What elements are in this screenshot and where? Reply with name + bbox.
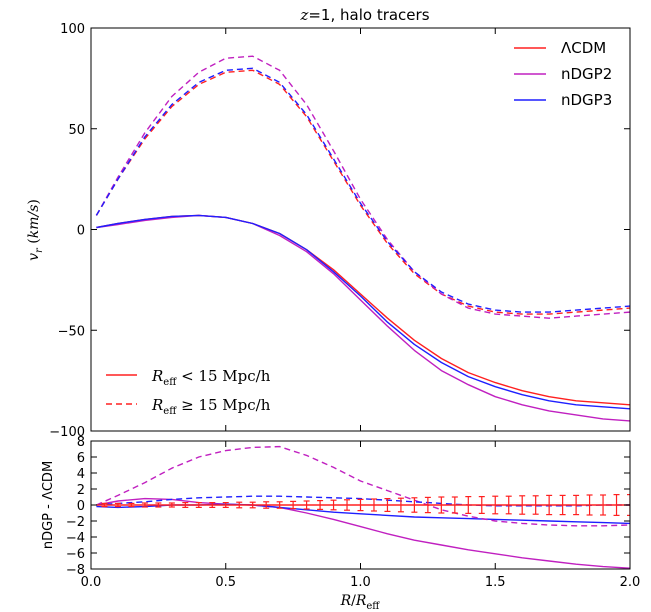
errorbar-0 bbox=[101, 502, 108, 508]
xtick-label-2: 1.0 bbox=[350, 575, 371, 590]
errorbar-25 bbox=[438, 496, 445, 514]
errorbar-26 bbox=[451, 496, 458, 514]
top-ytick-label-1: −50 bbox=[58, 324, 85, 339]
bottom-series-line-0 bbox=[96, 497, 630, 569]
errorbar-32 bbox=[532, 495, 539, 515]
errorbar-1 bbox=[114, 502, 121, 508]
top-ytick-label-3: 50 bbox=[68, 123, 85, 138]
errorbar-2 bbox=[128, 502, 135, 508]
errorbar-19 bbox=[357, 498, 364, 512]
errorbar-21 bbox=[384, 498, 391, 512]
errorbar-7 bbox=[195, 502, 202, 508]
top-y-axis-label: vr (km/s) bbox=[26, 199, 45, 261]
errorbar-27 bbox=[465, 496, 472, 515]
legend-label-lcdm: ΛCDM bbox=[561, 39, 606, 57]
style-legend-solid-label: Reff < 15 Mpc/h bbox=[151, 367, 271, 388]
errorbar-16 bbox=[317, 500, 324, 510]
errorbar-24 bbox=[424, 496, 431, 514]
bottom-ytick-label-2: −4 bbox=[66, 531, 85, 546]
errorbar-39 bbox=[627, 494, 630, 517]
errorbar-17 bbox=[330, 499, 337, 511]
errorbar-18 bbox=[344, 499, 351, 511]
chart-title: z=1, halo tracers bbox=[299, 6, 429, 24]
errorbar-38 bbox=[613, 494, 620, 517]
top-plot-frame bbox=[90, 27, 631, 432]
errorbar-8 bbox=[209, 502, 216, 508]
top-ticks: −100 −50 0 50 100 bbox=[49, 22, 631, 440]
errorbar-34 bbox=[559, 494, 566, 516]
legend-label-ndgp2: nDGP2 bbox=[561, 65, 612, 83]
errorbar-15 bbox=[303, 500, 310, 510]
bottom-ytick-label-1: −6 bbox=[66, 547, 85, 562]
errorbar-12 bbox=[263, 501, 270, 509]
bottom-ytick-label-4: 0 bbox=[77, 499, 85, 514]
top-series-group bbox=[95, 55, 630, 422]
bottom-ytick-label-5: 2 bbox=[77, 483, 85, 498]
bottom-ytick-label-6: 4 bbox=[77, 467, 85, 482]
errorbar-22 bbox=[397, 497, 404, 513]
errorbar-33 bbox=[546, 494, 553, 516]
errorbar-31 bbox=[519, 495, 526, 515]
bottom-series-line-2 bbox=[96, 445, 630, 527]
style-legend-dashed-label: Reff ≥ 15 Mpc/h bbox=[151, 396, 271, 417]
top-ytick-label-4: 100 bbox=[60, 22, 85, 37]
bottom-ytick-label-8: 8 bbox=[77, 435, 85, 450]
errorbar-37 bbox=[600, 494, 607, 516]
x-axis-label: R/Reff bbox=[340, 593, 381, 612]
top-series-line-4 bbox=[95, 55, 630, 319]
errorbar-35 bbox=[573, 494, 580, 516]
style-legend: Reff < 15 Mpc/h Reff ≥ 15 Mpc/h bbox=[106, 367, 271, 417]
errorbar-20 bbox=[370, 498, 377, 512]
errorbar-11 bbox=[249, 501, 256, 509]
errorbar-6 bbox=[182, 502, 189, 508]
errorbar-3 bbox=[141, 502, 148, 508]
top-ytick-label-0: −100 bbox=[49, 425, 85, 440]
bottom-series-group bbox=[96, 445, 630, 569]
xtick-label-3: 1.5 bbox=[485, 575, 506, 590]
top-series-line-2 bbox=[96, 214, 630, 410]
errorbar-30 bbox=[505, 495, 512, 515]
errorbar-23 bbox=[411, 497, 418, 513]
errorbar-14 bbox=[290, 500, 297, 510]
legend-label-ndgp3: nDGP3 bbox=[561, 91, 612, 109]
bottom-series-line-1 bbox=[96, 503, 630, 525]
errorbar-29 bbox=[492, 495, 499, 515]
top-series-line-5 bbox=[95, 67, 630, 313]
errorbar-36 bbox=[586, 494, 593, 516]
top-series-line-3 bbox=[95, 69, 630, 315]
errorbar-10 bbox=[236, 501, 243, 509]
color-legend: ΛCDM nDGP2 nDGP3 bbox=[514, 39, 612, 109]
bottom-series-line-3 bbox=[96, 495, 630, 507]
top-panel: −100 −50 0 50 100 vr (km/s) ΛCDM nDGP2 nDGP3… bbox=[26, 22, 631, 440]
xtick-label-4: 2.0 bbox=[620, 575, 641, 590]
errorbar-28 bbox=[478, 496, 485, 515]
top-ytick-label-2: 0 bbox=[77, 224, 85, 239]
errorbar-4 bbox=[155, 502, 162, 508]
errorbar-13 bbox=[276, 501, 283, 509]
errorbar-9 bbox=[222, 502, 229, 508]
xtick-label-0: 0.0 bbox=[81, 575, 102, 590]
errorbar-5 bbox=[168, 502, 175, 508]
bottom-ytick-label-0: −8 bbox=[66, 563, 85, 578]
bottom-ytick-label-3: −2 bbox=[66, 515, 85, 530]
bottom-ytick-label-7: 6 bbox=[77, 451, 85, 466]
xtick-label-1: 0.5 bbox=[215, 575, 236, 590]
bottom-y-axis-label: nDGP - ΛCDM bbox=[41, 461, 56, 549]
